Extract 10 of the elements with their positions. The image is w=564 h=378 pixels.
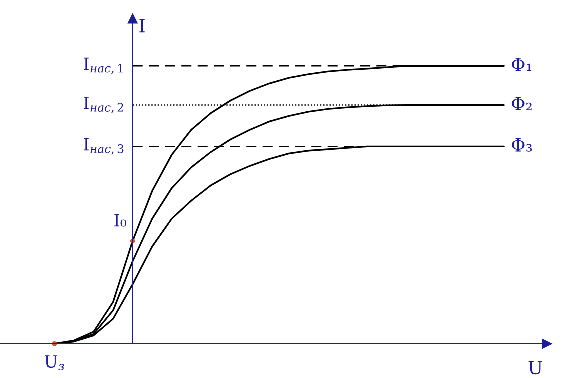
- annotation: I₀: [114, 214, 127, 227]
- series-label: Φ₂: [512, 97, 532, 110]
- x-axis-title: U: [528, 361, 542, 375]
- text: U$_{з}$: [44, 356, 64, 371]
- y-axis-title: I: [140, 19, 145, 33]
- ref-line-label: I$_{нас,1}$: [84, 58, 123, 74]
- ref-line-label: I$_{нас,3}$: [84, 138, 124, 155]
- series-label: Φ₁: [512, 58, 532, 72]
- ref-line-label: I$_{нас,2}$: [84, 97, 124, 114]
- series-label: Φ₃: [512, 138, 532, 152]
